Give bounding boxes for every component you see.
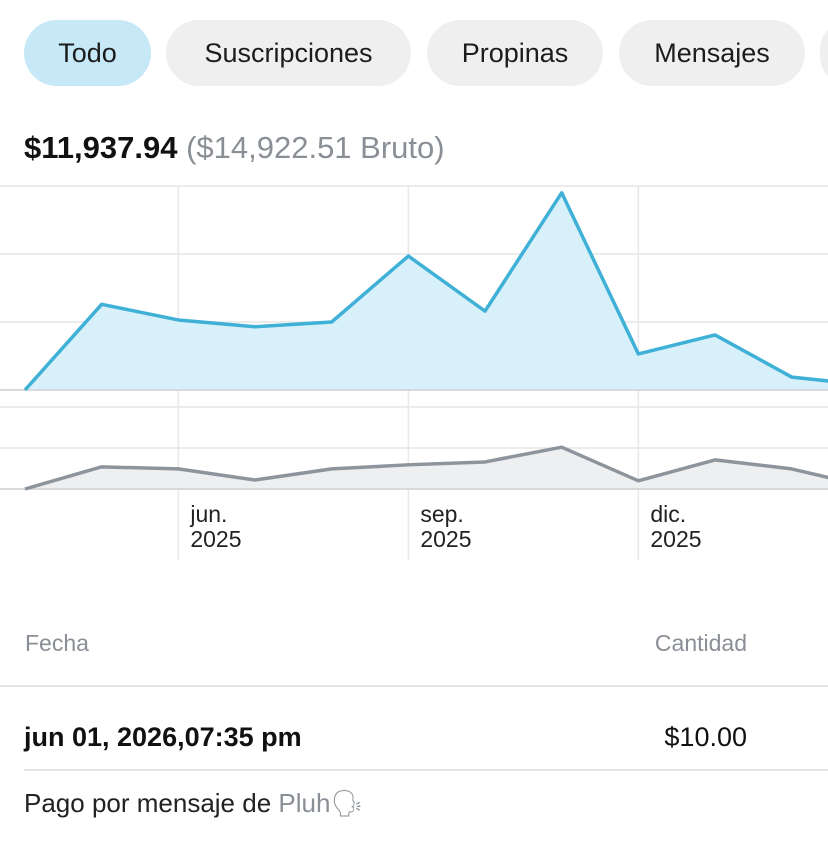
tab[interactable]: Suscripciones [166,20,411,86]
gross-total: ($14,922.51 Bruto) [186,130,445,165]
divider [24,769,828,771]
x-tick-label: jun. 2025 [190,501,242,552]
description: Pago por mensaje de [24,788,279,818]
net-total: $11,937.94 [24,130,178,165]
column-header: Fecha [25,630,89,656]
x-tick-label: sep. 2025 [420,501,472,552]
row-description: Pago por mensaje de Pluh🗣 [24,788,363,819]
tab-partial[interactable] [820,20,828,86]
tab[interactable]: Mensajes [619,20,805,86]
username[interactable]: Pluh🗣 [278,788,364,818]
line [24,445,828,491]
column-header: Cantidad [654,630,747,656]
row-date[interactable]: jun 01, 2026,07:35 pm [24,722,302,752]
tab[interactable]: Todo [24,20,151,86]
area [25,192,828,390]
tab[interactable]: Propinas [427,20,603,86]
summary: $11,937.94 ($14,922.51 Bruto) [24,128,445,168]
row-amount: $10.00 [664,722,747,752]
line [23,191,828,392]
x-tick-label: dic. 2025 [650,501,702,552]
area [25,447,828,489]
divider [0,685,828,687]
